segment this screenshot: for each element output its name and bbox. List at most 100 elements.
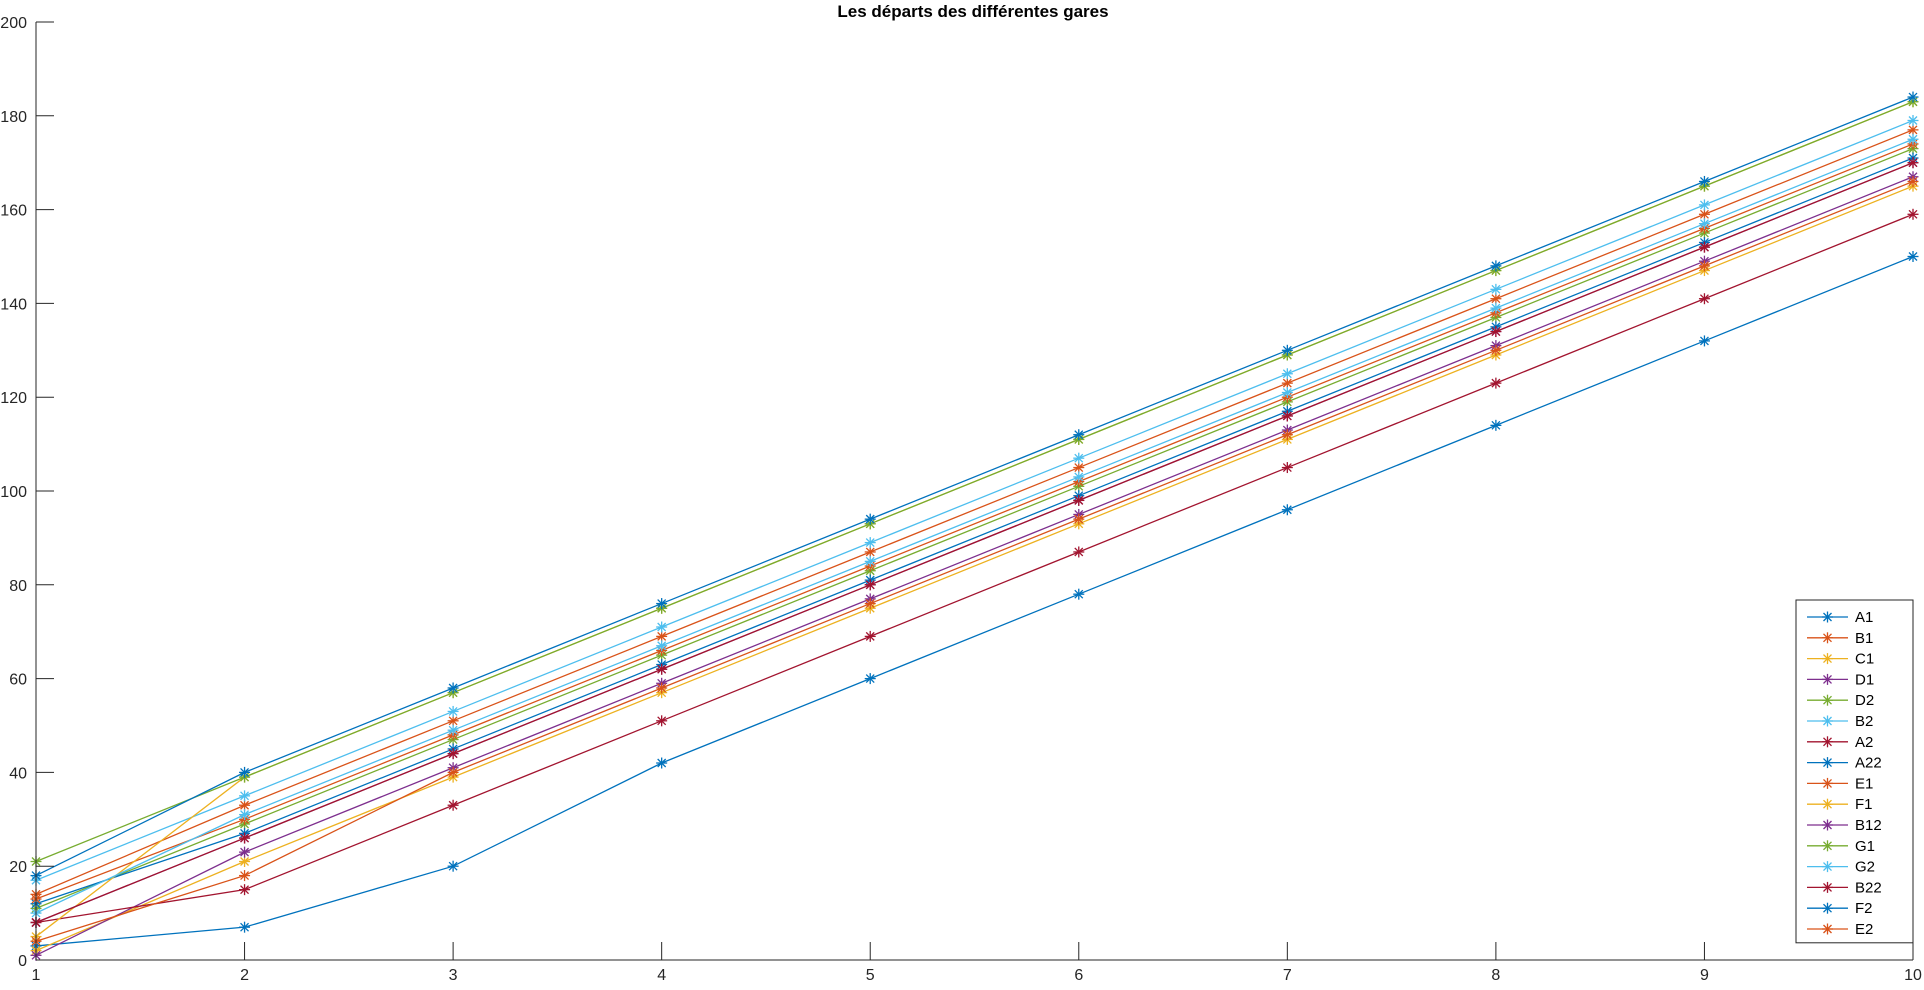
data-point [1698,241,1710,253]
data-point [1698,335,1710,347]
series-line [35,180,1914,942]
data-point [1490,326,1502,338]
data-point [1907,91,1919,103]
series-line [35,101,1914,863]
legend-entry: F2 [1807,900,1873,917]
data-point [239,884,251,896]
y-tick-label: 120 [0,390,27,407]
data-point [447,705,459,717]
y-tick-label: 0 [18,953,27,970]
data-point [1281,410,1293,422]
data-point [1281,504,1293,516]
data-point [656,757,668,769]
legend-marker [1822,757,1833,769]
series-line [35,255,1914,947]
data-point [239,921,251,933]
data-point [1073,588,1085,600]
data-point [447,715,459,727]
y-tick-label: 160 [0,203,27,220]
legend-label: A1 [1855,609,1873,626]
x-tick-label: 4 [657,967,666,984]
x-tick-label: 2 [240,967,249,984]
data-point [1073,471,1085,483]
data-point [1073,546,1085,558]
data-point [1698,208,1710,220]
legend-label: D1 [1855,671,1874,688]
data-point [1490,260,1502,272]
legend-marker [1822,861,1833,873]
data-point [1490,302,1502,314]
series-line [35,162,1914,924]
data-point [1281,429,1293,441]
data-point [447,766,459,778]
legend-label: D2 [1855,692,1874,709]
y-tick-label: 200 [0,15,27,32]
x-tick-label: 1 [32,967,41,984]
legend-marker [1822,840,1833,852]
series-line [35,185,1914,952]
legend-entry: B12 [1807,817,1882,834]
data-point [656,682,668,694]
legend-marker [1822,736,1833,748]
data-point [1490,344,1502,356]
legend-entry: B1 [1807,630,1873,647]
x-tick-label: 7 [1283,967,1292,984]
data-point [1281,368,1293,380]
legend-label: A2 [1855,734,1873,751]
legend-label: G2 [1855,859,1875,876]
axes: 0 20 40 60 80 100 120 140 160 180 200 1 2 3 4 5 6 7 8 9 10 [0,15,1922,984]
plot-area [30,91,1919,961]
series-line [35,176,1914,956]
data-point [1490,419,1502,431]
data-point [864,673,876,685]
x-tick-label: 5 [866,967,875,984]
legend-label: E2 [1855,921,1873,938]
data-point [1281,462,1293,474]
data-point [1907,208,1919,220]
data-point [864,579,876,591]
series-line [35,138,1914,914]
y-tick-label: 100 [0,484,27,501]
data-point [1073,513,1085,525]
legend-entry: D2 [1807,692,1874,709]
data-point [447,682,459,694]
series-line [35,148,1914,910]
series-line [35,119,1914,881]
legend-box [1795,599,1914,944]
data-point [239,832,251,844]
data-point [239,799,251,811]
legend-marker [1822,819,1833,831]
data-point [656,663,668,675]
legend-label: E1 [1855,775,1873,792]
data-point [1281,377,1293,389]
data-point [239,870,251,882]
data-point [656,640,668,652]
legend-label: C1 [1855,651,1874,668]
y-tick-label: 20 [9,859,27,876]
data-point [656,630,668,642]
y-tick-label: 40 [9,765,27,782]
legend-label: F2 [1855,900,1873,917]
data-point [1698,260,1710,272]
data-point [1698,293,1710,305]
legend-entry: E2 [1807,921,1873,938]
series-g2 [30,133,1919,919]
data-point [239,846,251,858]
series-b22 [30,157,1919,928]
data-point [239,809,251,821]
legend-entry: A1 [1807,609,1873,626]
legend-label: B1 [1855,630,1873,647]
data-point [1073,429,1085,441]
data-point [864,513,876,525]
data-point [864,598,876,610]
legend-entry: E1 [1807,775,1873,792]
legend-label: B12 [1855,817,1882,834]
data-point [1073,452,1085,464]
legend-marker [1822,715,1833,727]
x-tick-label: 8 [1491,967,1500,984]
data-point [1490,377,1502,389]
data-point [1907,157,1919,169]
data-point [1281,387,1293,399]
legend-entry: A22 [1807,755,1882,772]
